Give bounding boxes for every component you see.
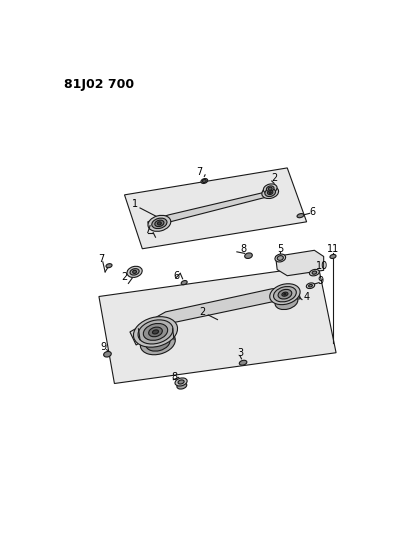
Ellipse shape bbox=[309, 269, 319, 276]
Polygon shape bbox=[125, 168, 306, 249]
Ellipse shape bbox=[267, 191, 273, 195]
Text: 10: 10 bbox=[316, 262, 328, 271]
Text: 4: 4 bbox=[304, 292, 310, 302]
Ellipse shape bbox=[106, 264, 112, 268]
Ellipse shape bbox=[153, 330, 159, 334]
Ellipse shape bbox=[155, 220, 164, 227]
Ellipse shape bbox=[127, 266, 142, 278]
Ellipse shape bbox=[202, 180, 206, 183]
Text: 6: 6 bbox=[309, 207, 315, 217]
Ellipse shape bbox=[265, 189, 276, 197]
Ellipse shape bbox=[297, 214, 304, 217]
Ellipse shape bbox=[274, 287, 296, 302]
Ellipse shape bbox=[275, 294, 298, 310]
Text: 8: 8 bbox=[172, 373, 178, 382]
Ellipse shape bbox=[270, 284, 300, 305]
Ellipse shape bbox=[133, 270, 136, 273]
Text: 8: 8 bbox=[240, 244, 246, 254]
Ellipse shape bbox=[277, 256, 283, 260]
Ellipse shape bbox=[175, 378, 187, 386]
Ellipse shape bbox=[138, 320, 173, 344]
Ellipse shape bbox=[263, 184, 277, 193]
Ellipse shape bbox=[269, 192, 271, 193]
Ellipse shape bbox=[282, 292, 288, 296]
Ellipse shape bbox=[306, 283, 315, 288]
Ellipse shape bbox=[178, 380, 184, 384]
Text: 2: 2 bbox=[271, 173, 277, 183]
Text: 6: 6 bbox=[173, 271, 179, 281]
Polygon shape bbox=[276, 251, 324, 276]
Polygon shape bbox=[99, 265, 336, 384]
Ellipse shape bbox=[140, 330, 175, 355]
Text: 3: 3 bbox=[237, 348, 243, 358]
Text: 1: 1 bbox=[131, 199, 138, 209]
Ellipse shape bbox=[268, 187, 272, 190]
Ellipse shape bbox=[181, 280, 187, 285]
Text: 2: 2 bbox=[199, 307, 205, 317]
Ellipse shape bbox=[177, 383, 187, 389]
Text: 9: 9 bbox=[317, 276, 324, 286]
Ellipse shape bbox=[278, 289, 292, 299]
Polygon shape bbox=[148, 189, 276, 230]
Ellipse shape bbox=[158, 222, 161, 225]
Ellipse shape bbox=[146, 334, 170, 351]
Ellipse shape bbox=[143, 324, 168, 341]
Text: 7: 7 bbox=[197, 167, 203, 177]
Ellipse shape bbox=[239, 360, 247, 365]
Text: 5: 5 bbox=[277, 244, 283, 254]
Text: 7: 7 bbox=[98, 254, 104, 264]
Ellipse shape bbox=[267, 186, 274, 191]
Polygon shape bbox=[130, 287, 300, 345]
Ellipse shape bbox=[245, 253, 252, 259]
Ellipse shape bbox=[309, 285, 313, 287]
Ellipse shape bbox=[149, 327, 162, 337]
Ellipse shape bbox=[152, 218, 167, 229]
Ellipse shape bbox=[275, 254, 286, 262]
Text: 11: 11 bbox=[327, 244, 339, 254]
Text: 2: 2 bbox=[121, 272, 128, 282]
Ellipse shape bbox=[330, 254, 336, 259]
Ellipse shape bbox=[104, 351, 111, 357]
Ellipse shape bbox=[284, 293, 286, 295]
Text: 81J02 700: 81J02 700 bbox=[64, 78, 134, 91]
Ellipse shape bbox=[201, 179, 208, 183]
Ellipse shape bbox=[312, 271, 317, 274]
Ellipse shape bbox=[130, 269, 139, 275]
Ellipse shape bbox=[262, 187, 278, 199]
Ellipse shape bbox=[133, 317, 177, 347]
Text: 9: 9 bbox=[101, 342, 107, 352]
Ellipse shape bbox=[148, 215, 171, 231]
